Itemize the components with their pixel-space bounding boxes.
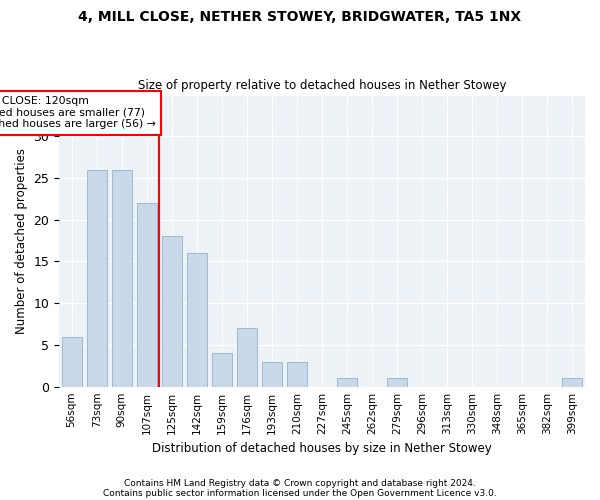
X-axis label: Distribution of detached houses by size in Nether Stowey: Distribution of detached houses by size … <box>152 442 492 455</box>
Bar <box>387 378 407 386</box>
Bar <box>562 378 583 386</box>
Bar <box>212 354 232 386</box>
Bar <box>187 253 207 386</box>
Text: Contains HM Land Registry data © Crown copyright and database right 2024.: Contains HM Land Registry data © Crown c… <box>124 478 476 488</box>
Text: 4, MILL CLOSE, NETHER STOWEY, BRIDGWATER, TA5 1NX: 4, MILL CLOSE, NETHER STOWEY, BRIDGWATER… <box>79 10 521 24</box>
Bar <box>262 362 282 386</box>
Bar <box>287 362 307 386</box>
Text: Contains public sector information licensed under the Open Government Licence v3: Contains public sector information licen… <box>103 488 497 498</box>
Bar <box>137 203 157 386</box>
Bar <box>237 328 257 386</box>
Text: 4 MILL CLOSE: 120sqm
← 57% of detached houses are smaller (77)
42% of semi-detac: 4 MILL CLOSE: 120sqm ← 57% of detached h… <box>0 96 155 130</box>
Bar <box>62 336 82 386</box>
Bar <box>112 170 132 386</box>
Y-axis label: Number of detached properties: Number of detached properties <box>15 148 28 334</box>
Bar <box>86 170 107 386</box>
Bar <box>337 378 357 386</box>
Bar <box>162 236 182 386</box>
Title: Size of property relative to detached houses in Nether Stowey: Size of property relative to detached ho… <box>138 79 506 92</box>
